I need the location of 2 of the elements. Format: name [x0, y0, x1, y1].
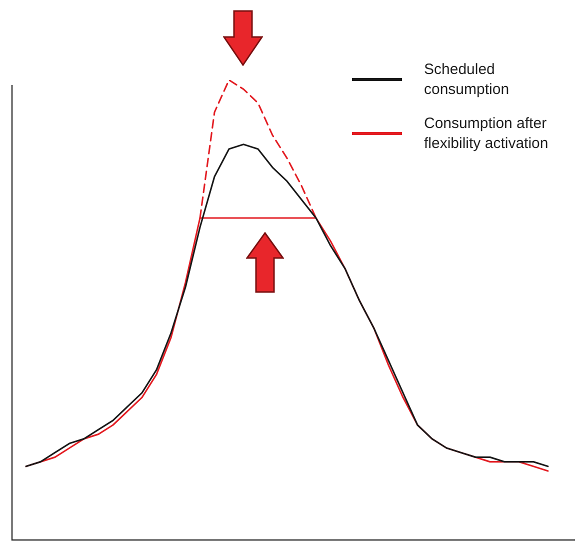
legend-label: Scheduled consumption: [424, 60, 510, 100]
legend-label: Consumption after flexibility activation: [424, 114, 550, 154]
